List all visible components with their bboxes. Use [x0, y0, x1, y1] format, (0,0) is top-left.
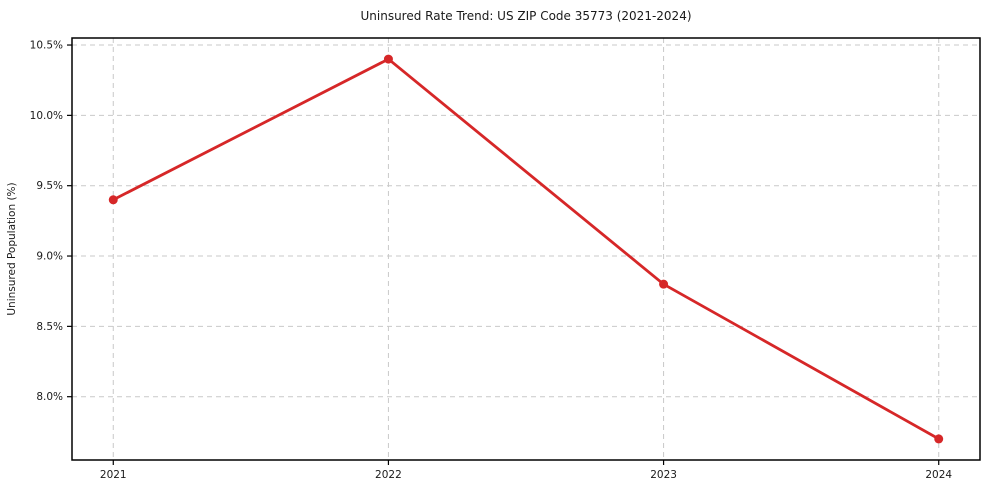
plot-border: [71, 37, 981, 461]
data-point-marker: [383, 54, 393, 64]
x-tick-label: 2022: [375, 469, 402, 481]
x-tick-label: 2024: [925, 469, 952, 481]
y-tick-label: 10.5%: [30, 40, 63, 52]
chart-title: Uninsured Rate Trend: US ZIP Code 35773 …: [360, 9, 691, 23]
x-tick-label: 2021: [100, 469, 127, 481]
data-point-marker: [934, 434, 944, 444]
data-point-marker: [108, 195, 118, 205]
y-tick-label: 9.5%: [36, 180, 63, 192]
y-tick-label: 8.0%: [36, 391, 63, 403]
y-tick-label: 8.5%: [36, 321, 63, 333]
y-tick-label: 9.0%: [36, 251, 63, 263]
data-point-marker: [659, 279, 669, 289]
x-tick-label: 2023: [650, 469, 677, 481]
grid-layer: [72, 38, 980, 460]
y-axis-label: Uninsured Population (%): [6, 182, 18, 315]
y-tick-label: 10.0%: [30, 110, 63, 122]
trend-line: [111, 57, 941, 441]
tick-layer: 2021 2022 2023 2024 8.0% 8.5% 9.0% 9.5% 10.0% 10.…: [30, 40, 953, 481]
line-series-layer: [108, 54, 944, 444]
